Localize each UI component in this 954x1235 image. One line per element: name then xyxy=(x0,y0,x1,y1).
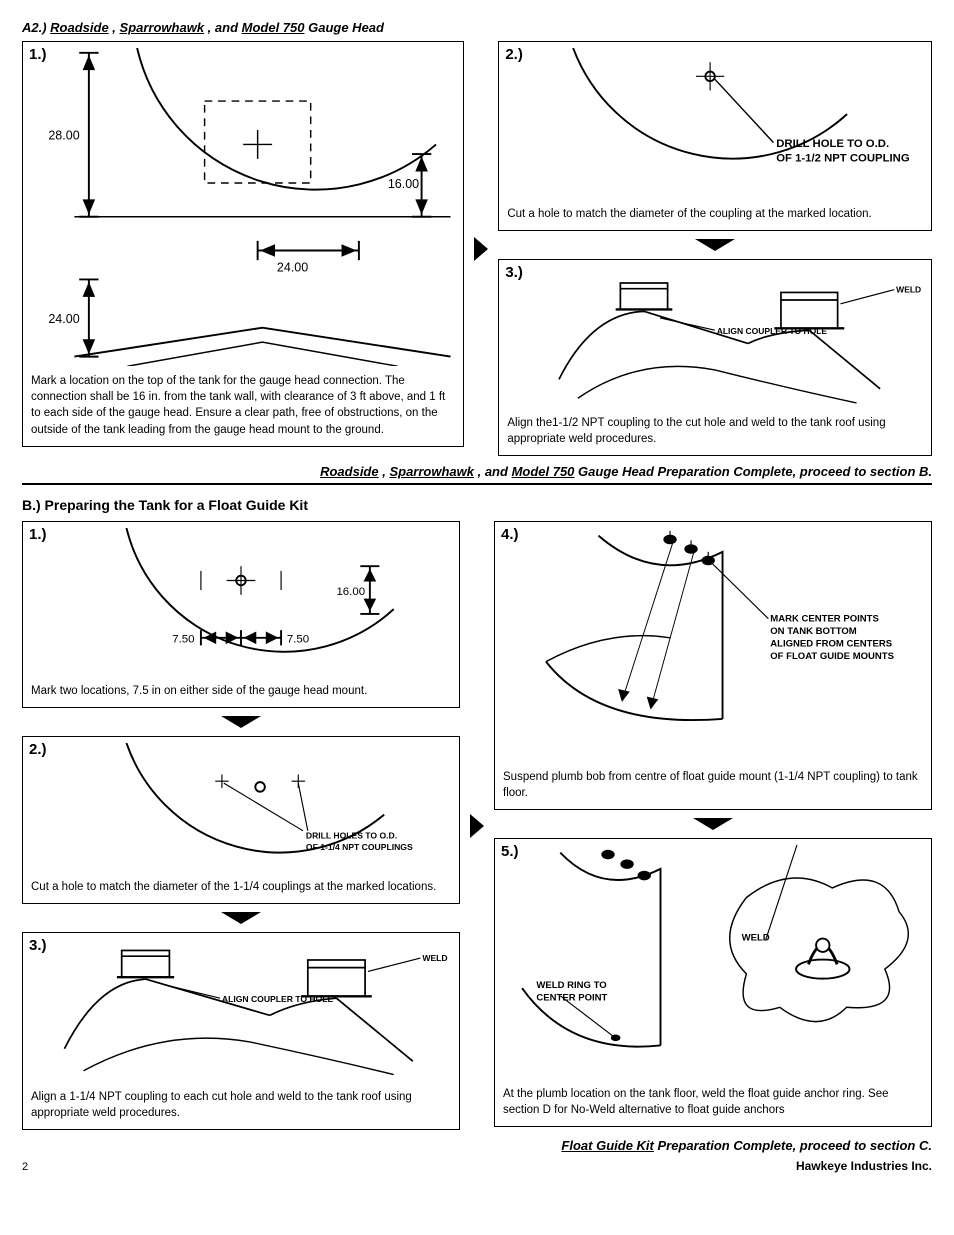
link-model750: Model 750 xyxy=(242,20,305,35)
arrow-right-icon xyxy=(474,41,488,456)
step-num: 3.) xyxy=(505,264,523,281)
panel-b1: 1.) 16.00 7.50 7.50 Mark two xyxy=(22,521,460,708)
arrow-down-icon xyxy=(494,818,932,830)
svg-text:OF FLOAT GUIDE MOUNTS: OF FLOAT GUIDE MOUNTS xyxy=(770,651,894,662)
svg-text:ALIGN COUPLER TO HOLE: ALIGN COUPLER TO HOLE xyxy=(717,326,828,336)
section-b-complete: Float Guide Kit Preparation Complete, pr… xyxy=(22,1138,932,1153)
svg-text:OF 1-1/2 NPT COUPLING: OF 1-1/2 NPT COUPLING xyxy=(777,152,911,164)
svg-text:7.50: 7.50 xyxy=(172,634,194,646)
diagram-a3: WELD ALIGN COUPLER TO HOLE xyxy=(507,266,923,408)
divider xyxy=(22,483,932,485)
page-footer: 2 Hawkeye Industries Inc. xyxy=(22,1159,932,1173)
caption-b3: Align a 1-1/4 NPT coupling to each cut h… xyxy=(31,1089,451,1121)
step-num: 2.) xyxy=(29,741,47,758)
section-b-head: B.) Preparing the Tank for a Float Guide… xyxy=(22,497,932,513)
caption-b2: Cut a hole to match the diameter of the … xyxy=(31,879,451,895)
arrow-right-icon xyxy=(470,521,484,1130)
diagram-a1: 28.00 16.00 24.00 24.00 xyxy=(31,48,455,366)
svg-text:WELD: WELD xyxy=(897,285,922,295)
svg-text:ALIGN COUPLER TO HOLE: ALIGN COUPLER TO HOLE xyxy=(222,994,334,1004)
step-num: 1.) xyxy=(29,526,47,543)
caption-a1: Mark a location on the top of the tank f… xyxy=(31,373,455,437)
svg-text:7.50: 7.50 xyxy=(287,634,309,646)
link-sparrowhawk: Sparrowhawk xyxy=(120,20,205,35)
caption-b5: At the plumb location on the tank floor,… xyxy=(503,1086,923,1118)
page-number: 2 xyxy=(22,1161,28,1173)
panel-b2: 2.) DRILL HOLES TO O.D. OF 1-1/4 NPT COU… xyxy=(22,736,460,904)
panel-a1: 1.) xyxy=(22,41,464,447)
panel-b4: 4.) MARK CENTER POINTS ON TANK BOTTOM AL… xyxy=(494,521,932,810)
section-a2-title: A2.) Roadside , Sparrowhawk , and Model … xyxy=(22,20,932,35)
panel-a2: 2.) DRILL HOLE TO O.D. OF 1-1/2 NPT COUP… xyxy=(498,41,932,231)
caption-a3: Align the1-1/2 NPT coupling to the cut h… xyxy=(507,415,923,447)
title-prefix: A2.) xyxy=(22,20,50,35)
diagram-a2: DRILL HOLE TO O.D. OF 1-1/2 NPT COUPLING xyxy=(507,48,923,199)
svg-text:16.00: 16.00 xyxy=(336,586,365,598)
arrow-down-icon xyxy=(498,239,932,251)
caption-b1: Mark two locations, 7.5 in on either sid… xyxy=(31,683,451,699)
step-num: 2.) xyxy=(505,46,523,63)
svg-text:WELD: WELD xyxy=(422,953,447,963)
diagram-b2: DRILL HOLES TO O.D. OF 1-1/4 NPT COUPLIN… xyxy=(31,743,451,872)
svg-text:28.00: 28.00 xyxy=(48,129,79,143)
svg-text:WELD RING TO: WELD RING TO xyxy=(536,980,607,991)
step-num: 4.) xyxy=(501,526,519,543)
diagram-b3: WELD ALIGN COUPLER TO HOLE xyxy=(31,939,451,1082)
svg-text:CENTER POINT: CENTER POINT xyxy=(536,993,607,1004)
section-a-grid: 1.) xyxy=(22,41,932,456)
arrow-down-icon xyxy=(22,716,460,728)
section-b-grid: 1.) 16.00 7.50 7.50 Mark two xyxy=(22,521,932,1130)
step-num: 5.) xyxy=(501,843,519,860)
svg-text:24.00: 24.00 xyxy=(277,261,308,275)
diagram-b4: MARK CENTER POINTS ON TANK BOTTOM ALIGNE… xyxy=(503,528,923,762)
company-name: Hawkeye Industries Inc. xyxy=(796,1159,932,1173)
step-num: 1.) xyxy=(29,46,47,63)
svg-text:ON TANK BOTTOM: ON TANK BOTTOM xyxy=(770,626,857,637)
svg-text:OF 1-1/4 NPT COUPLINGS: OF 1-1/4 NPT COUPLINGS xyxy=(306,842,413,852)
svg-text:MARK CENTER POINTS: MARK CENTER POINTS xyxy=(770,614,879,625)
diagram-b5: WELD RING TO CENTER POINT WELD xyxy=(503,845,923,1079)
section-a-complete: Roadside , Sparrowhawk , and Model 750 G… xyxy=(22,464,932,479)
svg-text:16.00: 16.00 xyxy=(388,177,419,191)
svg-text:WELD: WELD xyxy=(742,933,770,944)
svg-text:DRILL HOLE TO O.D.: DRILL HOLE TO O.D. xyxy=(777,138,890,150)
svg-text:ALIGNED FROM CENTERS: ALIGNED FROM CENTERS xyxy=(770,638,892,649)
arrow-down-icon xyxy=(22,912,460,924)
step-num: 3.) xyxy=(29,937,47,954)
svg-text:24.00: 24.00 xyxy=(48,312,79,326)
panel-b5: 5.) WELD RING TO CENTER POI xyxy=(494,838,932,1127)
panel-a3: 3.) WELD ALIGN COUPLER TO HOLE Align the… xyxy=(498,259,932,456)
svg-text:DRILL HOLES TO O.D.: DRILL HOLES TO O.D. xyxy=(306,831,397,841)
diagram-b1: 16.00 7.50 7.50 xyxy=(31,528,451,676)
panel-b3: 3.) WELD ALIGN COUPLER TO HOLE Align a 1… xyxy=(22,932,460,1130)
caption-a2: Cut a hole to match the diameter of the … xyxy=(507,206,923,222)
link-roadside: Roadside xyxy=(50,20,109,35)
caption-b4: Suspend plumb bob from centre of float g… xyxy=(503,769,923,801)
